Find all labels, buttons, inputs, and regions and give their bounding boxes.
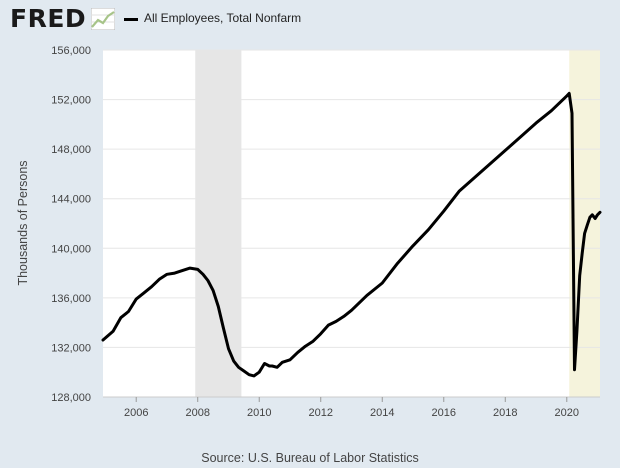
x-tick-label: 2006	[124, 407, 148, 419]
x-tick-label: 2018	[493, 407, 517, 419]
x-tick-label: 2016	[432, 407, 456, 419]
y-tick-label: 132,000	[51, 342, 91, 354]
x-tick-label: 2008	[185, 407, 209, 419]
fred-logo[interactable]: FRED	[10, 4, 87, 33]
fred-logo-graph-icon	[91, 8, 115, 30]
x-tick-label: 2020	[555, 407, 579, 419]
chart-header: FRED All Employees, Total Nonfarm	[0, 0, 620, 40]
y-axis-ticks: 128,000 132,000 136,000 140,000 144,000 148,0…	[51, 45, 91, 404]
y-tick-label: 136,000	[51, 293, 91, 305]
y-tick-label: 128,000	[51, 392, 91, 404]
series-layer	[101, 91, 602, 378]
y-tick-label: 156,000	[51, 45, 91, 57]
y-axis-label: Thousands of Persons	[16, 160, 30, 285]
legend-label: All Employees, Total Nonfarm	[144, 11, 302, 25]
x-axis-ticks: 2006 2008 2010 2012 2014 2016 2018 2020	[103, 396, 600, 419]
x-tick-label: 2014	[370, 407, 394, 419]
y-tick-label: 140,000	[51, 243, 91, 255]
plot-area	[103, 50, 600, 397]
legend-line-swatch	[124, 18, 138, 21]
y-tick-label: 144,000	[51, 194, 91, 206]
y-tick-label: 148,000	[51, 144, 91, 156]
recession-band	[195, 50, 242, 397]
source-note: Source: U.S. Bureau of Labor Statistics	[201, 451, 419, 465]
y-tick-label: 152,000	[51, 95, 91, 107]
x-tick-label: 2010	[247, 407, 271, 419]
series-line	[101, 91, 602, 378]
x-tick-label: 2012	[309, 407, 333, 419]
